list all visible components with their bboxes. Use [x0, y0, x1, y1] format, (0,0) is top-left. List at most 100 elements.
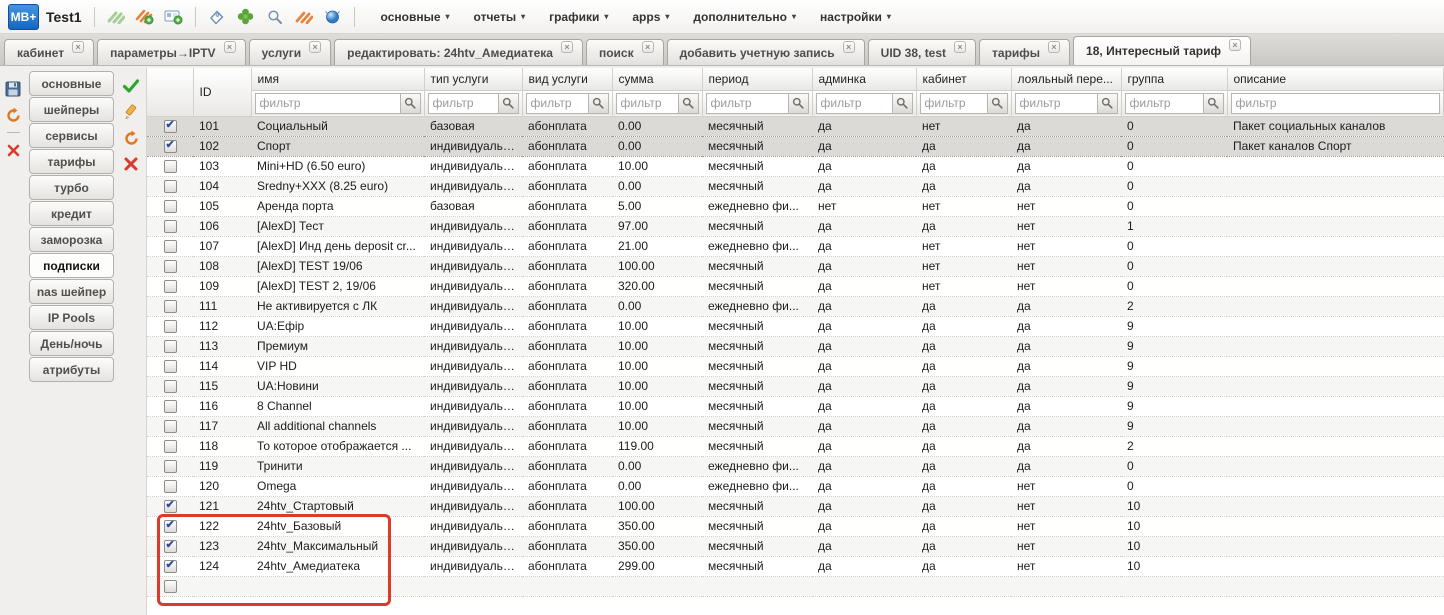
sidebar-item-турбо[interactable]: турбо — [29, 175, 114, 200]
filter-input-вид услуги[interactable] — [525, 92, 588, 114]
table-row[interactable]: 111 Не активируется с ЛК индивидуальная або… — [147, 296, 1444, 317]
filter-input-админка[interactable] — [815, 92, 892, 114]
table-row[interactable]: 116 8 Channel индивидуальная абонплата 10.00… — [147, 396, 1444, 417]
table-row[interactable]: 109 [AlexD] TEST 2, 19/06 индивидуальная аб… — [147, 276, 1444, 297]
row-checkbox[interactable] — [163, 558, 177, 573]
filter-search-icon[interactable] — [1096, 92, 1118, 114]
sidebar-item-IP Pools[interactable]: IP Pools — [29, 305, 114, 330]
row-checkbox[interactable] — [163, 300, 177, 313]
table-row[interactable]: 117 All additional channels индивидуальная… — [147, 416, 1444, 437]
save-icon[interactable] — [3, 79, 23, 99]
column-header-сумма[interactable]: сумма — [612, 68, 703, 91]
column-header-описание[interactable]: описание — [1227, 68, 1444, 91]
row-checkbox[interactable] — [163, 138, 177, 153]
sidebar-item-День/ночь[interactable]: День/ночь — [29, 331, 114, 356]
table-row[interactable]: 106 [AlexD] Тест индивидуальная абонплата 97… — [147, 216, 1444, 237]
row-checkbox[interactable] — [163, 518, 177, 533]
column-header-вид услуги[interactable]: вид услуги — [522, 68, 613, 91]
tab-close-icon[interactable]: × — [842, 40, 855, 53]
sidebar-item-сервисы[interactable]: сервисы — [29, 123, 114, 148]
table-row[interactable]: 107 [AlexD] Инд день deposit cr... индивид… — [147, 236, 1444, 257]
sidebar-item-nas шейпер[interactable]: nas шейпер — [29, 279, 114, 304]
table-row[interactable]: 114 VIP HD индивидуальная абонплата 10.00 мес… — [147, 356, 1444, 377]
tab[interactable]: добавить учетную запись × — [666, 39, 865, 65]
column-header-ID[interactable]: ID — [193, 68, 252, 117]
column-header-период[interactable]: период — [702, 68, 813, 91]
table-row[interactable]: 115 UA:Новини индивидуальная абонплата 10.00… — [147, 376, 1444, 397]
table-row[interactable]: 113 Премиум индивидуальная абонплата 10.00 ме… — [147, 336, 1444, 357]
sidebar-item-основные[interactable]: основные — [29, 71, 114, 96]
delete-cross-icon[interactable] — [121, 154, 141, 174]
column-header-select[interactable] — [147, 68, 194, 117]
tab-close-icon[interactable]: × — [1228, 39, 1241, 51]
filter-search-icon[interactable] — [399, 92, 421, 114]
column-header-группа[interactable]: группа — [1121, 68, 1228, 91]
menu-item-дополнительно[interactable]: дополнительно ▾ — [693, 10, 796, 24]
row-checkbox[interactable] — [163, 480, 177, 493]
table-row[interactable] — [147, 576, 1444, 597]
row-checkbox[interactable] — [163, 460, 177, 473]
column-header-админка[interactable]: админка — [812, 68, 917, 91]
menu-item-настройки[interactable]: настройки ▾ — [820, 10, 891, 24]
menu-item-отчеты[interactable]: отчеты ▾ — [474, 10, 526, 24]
row-checkbox[interactable] — [163, 498, 177, 513]
apply-check-icon[interactable] — [121, 76, 141, 96]
tab[interactable]: услуги × — [248, 39, 332, 65]
tab[interactable]: параметры→IPTV × — [97, 39, 246, 65]
filter-input-тип услуги[interactable] — [427, 92, 498, 114]
filter-search-icon[interactable] — [677, 92, 699, 114]
row-checkbox[interactable] — [163, 200, 177, 213]
row-checkbox[interactable] — [163, 580, 177, 593]
menu-item-apps[interactable]: apps ▾ — [632, 10, 669, 24]
table-row[interactable]: 112 UA:Ефір индивидуальная абонплата 10.00 ме… — [147, 316, 1444, 337]
row-checkbox[interactable] — [163, 380, 177, 393]
table-row[interactable]: 102Спортиндивидуальнаяабонплата0.00месяч… — [147, 136, 1444, 157]
tab-close-icon[interactable]: × — [309, 40, 322, 53]
menu-item-основные[interactable]: основные ▾ — [381, 10, 450, 24]
table-row[interactable]: 12324htv_Максимальныйиндивидуальнаяабонп… — [147, 536, 1444, 557]
row-checkbox[interactable] — [163, 440, 177, 453]
table-row[interactable]: 104 Sredny+XXX (8.25 euro) индивидуальная а… — [147, 176, 1444, 197]
refresh-icon[interactable] — [121, 128, 141, 148]
filter-search-icon[interactable] — [891, 92, 913, 114]
tab[interactable]: поиск × — [585, 39, 664, 65]
sidebar-item-заморозка[interactable]: заморозка — [29, 227, 114, 252]
table-row[interactable]: 120 Omega индивидуальная абонплата 0.00 ежедн… — [147, 476, 1444, 497]
network-globe-icon[interactable] — [322, 6, 344, 28]
table-row[interactable]: 103 Mini+HD (6.50 euro) индивидуальная абон… — [147, 156, 1444, 177]
tab-close-icon[interactable]: × — [641, 40, 654, 53]
row-checkbox[interactable] — [163, 260, 177, 273]
table-row[interactable]: 105 Аренда порта базовая абонплата 5.00 ежедн… — [147, 196, 1444, 217]
row-checkbox[interactable] — [163, 420, 177, 433]
table-row[interactable]: 118 То которое отображается ... индивидуал… — [147, 436, 1444, 457]
filter-search-icon[interactable] — [787, 92, 809, 114]
tab[interactable]: кабинет × — [4, 39, 95, 65]
row-checkbox[interactable] — [163, 400, 177, 413]
tab[interactable]: UID 38, test × — [867, 39, 977, 65]
search-icon[interactable] — [264, 6, 286, 28]
row-checkbox[interactable] — [163, 180, 177, 193]
row-checkbox[interactable] — [163, 340, 177, 353]
row-checkbox[interactable] — [163, 160, 177, 173]
tab-close-icon[interactable]: × — [954, 40, 967, 53]
sidebar-item-кредит[interactable]: кредит — [29, 201, 114, 226]
column-header-имя[interactable]: имя — [251, 68, 425, 91]
menu-item-графики[interactable]: графики ▾ — [549, 10, 608, 24]
table-row[interactable]: 12124htv_Стартовыйиндивидуальнаяабонплат… — [147, 496, 1444, 517]
row-checkbox[interactable] — [163, 360, 177, 373]
traffic-orange-icon[interactable] — [293, 6, 315, 28]
row-checkbox[interactable] — [163, 220, 177, 233]
tab-close-icon[interactable]: × — [560, 40, 573, 53]
table-row[interactable]: 12424htv_Амедиатекаиндивидуальнаяабонпла… — [147, 556, 1444, 577]
delete-icon[interactable] — [3, 140, 23, 160]
filter-search-icon[interactable] — [1202, 92, 1224, 114]
tab[interactable]: 18, Интересный тариф × — [1073, 36, 1251, 65]
sidebar-item-подписки[interactable]: подписки — [29, 253, 114, 278]
row-checkbox[interactable] — [163, 280, 177, 293]
table-row[interactable]: 101Социальныйбазоваяабонплата0.00месячны… — [147, 116, 1444, 137]
table-row[interactable]: 12224htv_Базовыйиндивидуальнаяабонплата3… — [147, 516, 1444, 537]
tag-icon[interactable] — [206, 6, 228, 28]
filter-input-группа[interactable] — [1124, 92, 1203, 114]
column-header-кабинет[interactable]: кабинет — [916, 68, 1012, 91]
clover-icon[interactable] — [235, 6, 257, 28]
